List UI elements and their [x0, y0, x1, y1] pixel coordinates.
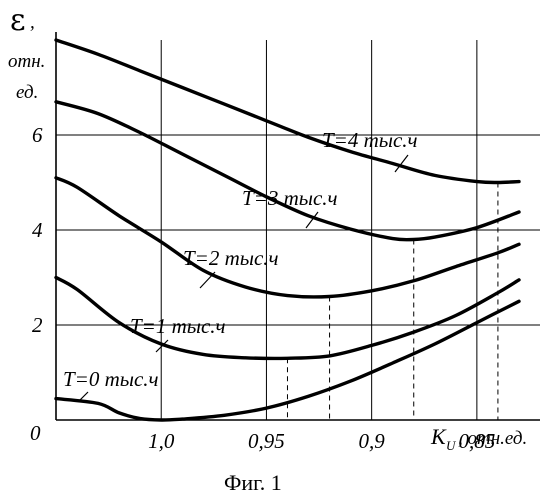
curve-labels: T=0 тыс.ч T=1 тыс.ч T=2 тыс.ч T=3 тыс.ч T=4 …	[63, 128, 418, 402]
series-line-t4	[56, 40, 519, 183]
x-tick-label-1: 0,95	[248, 429, 285, 453]
y-tick-label-0: 0	[30, 421, 41, 445]
x-tick-label-0: 1,0	[148, 429, 175, 453]
series-label-t1: T=1 тыс.ч	[130, 314, 226, 338]
y-axis-unit-line1: отн.	[8, 51, 45, 72]
x-axis-unit: , отн.ед.	[458, 428, 527, 449]
axes	[56, 32, 540, 420]
y-axis-comma: ,	[30, 12, 35, 33]
y-tick-label-2: 4	[32, 218, 43, 242]
series-line-t1	[56, 278, 519, 359]
x-tick-label-2: 0,9	[359, 429, 386, 453]
y-axis-unit-line2: ед.	[16, 82, 38, 103]
y-axis-symbol: ε	[10, 3, 26, 38]
x-axis-symbol: K	[430, 424, 447, 449]
y-axis-label: ε , отн. ед.	[8, 3, 45, 103]
series-label-t3: T=3 тыс.ч	[242, 186, 338, 210]
series-label-t0: T=0 тыс.ч	[63, 367, 159, 391]
series-label-t4: T=4 тыс.ч	[322, 128, 418, 152]
x-axis-subscript: U	[446, 438, 457, 453]
y-tick-label-1: 2	[32, 313, 43, 337]
series-label-t2: T=2 тыс.ч	[183, 246, 279, 270]
y-tick-label-3: 6	[32, 123, 43, 147]
x-axis-label: K U , отн.ед.	[430, 424, 527, 453]
figure-caption: Фиг. 1	[224, 470, 282, 495]
